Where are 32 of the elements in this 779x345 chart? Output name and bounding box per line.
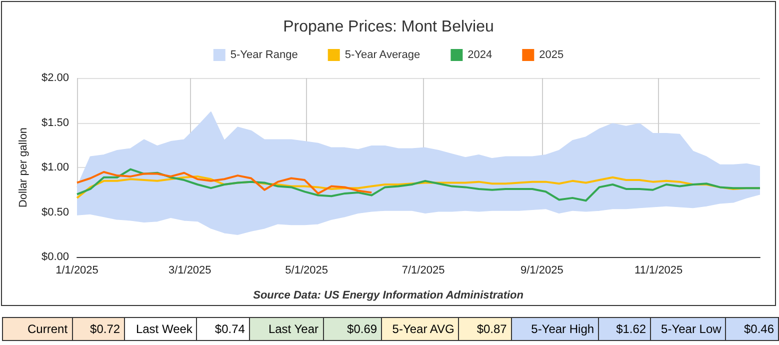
y-tick-label: $0.00 [41,251,69,263]
x-tick-label: 5/1/2025 [285,264,328,276]
x-tick-label: 3/1/2025 [168,264,212,276]
text: $0.72 [72,318,125,340]
text: $1.62 [598,318,651,340]
x-tick-label: 9/1/2025 [520,264,564,276]
y-tick-label: $0.50 [41,206,69,218]
text: Last Year [249,318,323,340]
chart-title: Propane Prices: Mont Belvieu [283,18,494,36]
x-tick-label: 7/1/2025 [402,264,445,276]
text: Last Week [124,318,197,340]
text: $0.74 [196,318,250,340]
legend-label: 2025 [539,49,564,61]
y-tick-label: $1.50 [41,116,69,129]
text: $0.46 [726,318,778,340]
x-tick-label: 11/1/2025 [634,264,683,276]
y-tick-label: $1.00 [41,162,69,174]
text: 5-Year AVG [382,318,459,340]
y-axis-title: Dollar per gallon [18,127,30,208]
line-series [76,170,373,194]
text: 5-Year Low [650,318,726,340]
legend-label: 2024 [468,49,492,61]
line-series [76,168,761,202]
y-tick-label: $2.00 [41,72,69,84]
text: $0.69 [323,318,382,340]
source-note: Source Data: US Energy Information Administration [253,290,524,302]
text: 5-Year High [511,318,599,340]
legend-label: 5-Year Average [344,49,420,61]
legend-label: 5-Year Range [230,49,298,61]
x-tick-label: 1/1/2025 [56,264,98,276]
text: $0.87 [458,318,512,340]
text: Current [2,318,72,340]
